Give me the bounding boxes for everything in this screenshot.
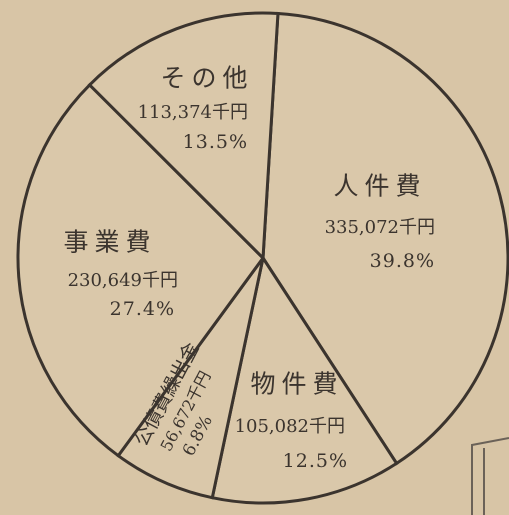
pie-slice	[87, 11, 280, 262]
value-label: 105,082千円	[235, 416, 345, 437]
value-label: 335,072千円	[325, 217, 435, 238]
percentage-label: 27.4%	[110, 298, 175, 320]
percentage-label: 39.8%	[370, 250, 435, 272]
category-label: 人件費	[333, 172, 426, 201]
adjacent-frame	[471, 437, 509, 515]
percentage-label: 13.5%	[183, 131, 248, 153]
value-label: 113,374千円	[138, 102, 248, 123]
category-label: 物件費	[250, 370, 343, 399]
category-label: 事業費	[63, 228, 156, 257]
pie-slice	[210, 254, 399, 505]
category-label: その他	[160, 64, 253, 93]
percentage-label: 12.5%	[283, 450, 348, 472]
value-label: 230,649千円	[68, 270, 178, 291]
pie-slice	[16, 82, 265, 458]
